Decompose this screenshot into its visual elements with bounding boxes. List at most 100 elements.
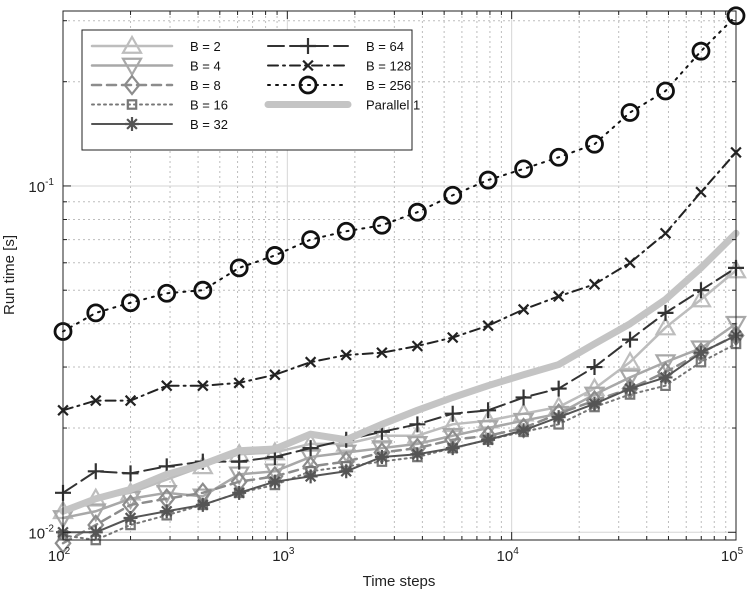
data-point	[482, 319, 494, 332]
data-point	[232, 485, 247, 500]
data-point	[515, 389, 532, 406]
legend-label: B = 256	[366, 78, 411, 93]
data-point	[586, 359, 603, 376]
data-point	[695, 186, 707, 198]
data-point	[159, 504, 174, 519]
data-point	[551, 410, 566, 425]
legend-marker	[125, 117, 139, 131]
data-point	[512, 412, 535, 432]
y-axis-label: Run time [s]	[1, 235, 18, 315]
data-point	[692, 282, 709, 299]
data-point	[585, 134, 604, 154]
data-point	[411, 340, 424, 352]
data-point	[550, 380, 567, 397]
data-point	[407, 202, 427, 222]
legend-label: B = 128	[366, 59, 411, 74]
data-point	[161, 380, 173, 392]
plot-frame	[62, 10, 737, 541]
data-point	[86, 303, 106, 323]
data-point	[233, 377, 245, 389]
data-point	[302, 440, 319, 457]
data-point	[231, 453, 248, 470]
data-point	[588, 278, 601, 290]
y-tick-label: 10-1	[28, 177, 54, 196]
legend-label: B = 32	[190, 117, 228, 132]
data-point	[121, 293, 140, 313]
legend-item: B = 8	[90, 74, 221, 96]
x-tick-label: 102	[48, 546, 71, 565]
data-point	[87, 463, 104, 480]
legend-item: Parallel 1	[264, 98, 420, 113]
data-point	[619, 369, 641, 389]
data-point	[409, 416, 426, 433]
legend-label: B = 4	[190, 59, 221, 74]
data-point	[445, 441, 460, 456]
data-point	[122, 465, 139, 482]
legend-item: B = 32	[91, 117, 228, 132]
legend-item: B = 256	[267, 75, 411, 95]
data-point	[654, 316, 677, 336]
data-point	[514, 159, 533, 179]
x-tick-label: 104	[497, 546, 520, 565]
data-point	[340, 349, 352, 361]
data-point	[267, 474, 282, 489]
data-point	[193, 280, 213, 300]
data-point	[443, 185, 463, 205]
data-point	[690, 288, 712, 308]
data-point	[265, 246, 285, 265]
legend-item: B = 2	[90, 34, 221, 54]
data-point	[374, 449, 389, 464]
data-point	[304, 356, 317, 368]
legend-label: B = 64	[366, 39, 404, 54]
data-point	[624, 257, 636, 269]
legend-marker	[121, 57, 143, 77]
data-point	[124, 394, 137, 407]
legend-items: B = 2 B = 4 B = 8 B = 16 B = 32 B = 64 B = 128…	[90, 34, 420, 132]
data-point	[444, 405, 461, 422]
data-point	[691, 41, 711, 61]
data-point	[480, 402, 497, 419]
data-point	[587, 396, 602, 411]
data-point	[229, 258, 249, 278]
data-point	[447, 331, 459, 344]
series-b-256	[53, 6, 746, 341]
data-point	[269, 369, 281, 381]
data-point	[197, 380, 209, 392]
data-point	[552, 290, 565, 303]
legend: B = 2 B = 4 B = 8 B = 16 B = 32 B = 64 B = 128…	[81, 29, 420, 151]
data-point	[656, 81, 675, 101]
data-point	[620, 103, 640, 122]
data-point	[410, 447, 425, 462]
legend-item: B = 4	[90, 57, 221, 77]
data-point	[516, 423, 531, 438]
legend-box	[81, 29, 413, 151]
x-axis-label: Time steps	[363, 573, 436, 590]
legend-label: B = 16	[190, 98, 228, 113]
data-point	[481, 432, 496, 447]
series-parallel-1	[59, 229, 740, 515]
data-point	[303, 469, 318, 484]
x-tick-label: 105	[721, 546, 744, 565]
legend-marker	[123, 74, 141, 96]
series-line	[61, 269, 738, 513]
data-point	[619, 350, 641, 370]
data-point	[123, 510, 138, 525]
data-point	[658, 370, 673, 385]
data-point	[693, 345, 708, 360]
legend-marker	[121, 34, 143, 54]
ticks-layer: 102 103 104 105 10-2 10-1	[28, 11, 744, 565]
legend-marker	[298, 75, 318, 95]
data-point	[335, 432, 358, 452]
legend-marker	[300, 38, 316, 54]
data-point	[88, 525, 103, 540]
data-point	[336, 221, 356, 241]
data-point	[372, 215, 392, 235]
data-point	[477, 420, 499, 440]
series-line	[62, 342, 737, 541]
legend-label: Parallel 1	[366, 98, 420, 113]
legend-marker	[302, 59, 314, 72]
data-point	[622, 331, 639, 348]
data-point	[157, 283, 177, 303]
data-point	[84, 503, 107, 523]
legend-item: B = 16	[91, 98, 228, 113]
